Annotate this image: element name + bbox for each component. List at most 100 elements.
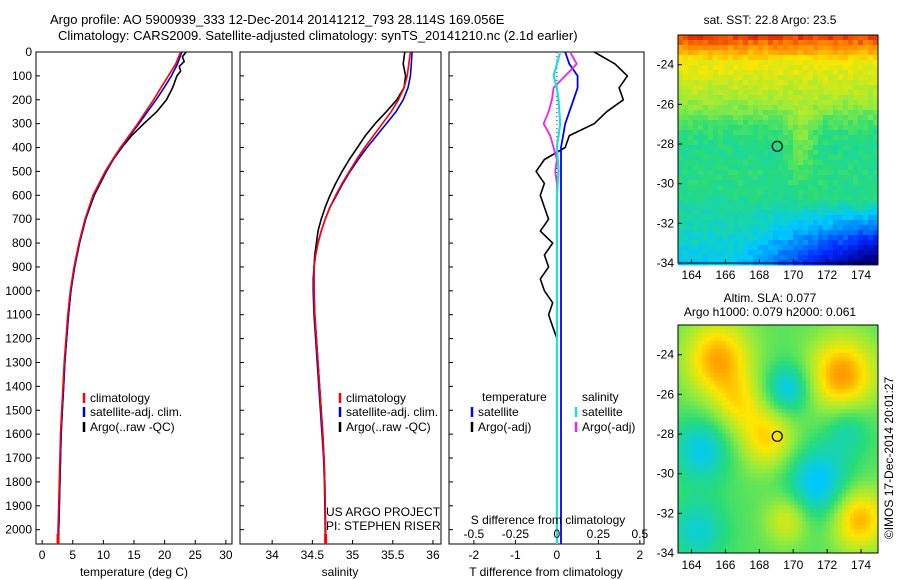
map-cell xyxy=(798,433,803,438)
map-cell xyxy=(862,337,867,342)
map-cell xyxy=(770,421,775,426)
map-cell xyxy=(833,205,839,211)
map-cell xyxy=(788,250,794,256)
map-cell xyxy=(758,449,763,454)
map-cell xyxy=(702,469,707,474)
map-cell xyxy=(794,473,799,478)
map-cell xyxy=(778,80,784,86)
map-cell xyxy=(858,469,863,474)
map-cell xyxy=(830,485,835,490)
map-cell xyxy=(690,513,695,518)
map-cell xyxy=(746,381,751,386)
map-cell xyxy=(802,533,807,538)
map-cell xyxy=(702,325,707,330)
map-cell xyxy=(698,465,703,470)
map-cell xyxy=(838,421,843,426)
map-cell xyxy=(706,525,711,530)
map-cell xyxy=(682,413,687,418)
map-cell xyxy=(862,445,867,450)
map-cell xyxy=(862,417,867,422)
map-cell xyxy=(678,381,683,386)
map-cell xyxy=(838,185,844,191)
map-cell xyxy=(688,45,694,51)
map-cell xyxy=(698,513,703,518)
map-cell xyxy=(803,45,809,51)
map-cell xyxy=(802,365,807,370)
map-cell xyxy=(833,255,839,261)
map-cell xyxy=(802,329,807,334)
map-cell xyxy=(698,457,703,462)
map-cell xyxy=(753,175,759,181)
map-cell xyxy=(690,481,695,486)
map-cell xyxy=(718,549,723,554)
map-cell xyxy=(842,397,847,402)
map-cell xyxy=(722,517,727,522)
map-cell xyxy=(778,405,783,410)
map-cell xyxy=(733,185,739,191)
map-cell xyxy=(713,60,719,66)
map-cell xyxy=(698,433,703,438)
map-cell xyxy=(758,45,764,51)
map-cell xyxy=(866,429,871,434)
map-cell xyxy=(763,200,769,206)
map-cell xyxy=(863,120,869,126)
map-cell xyxy=(682,449,687,454)
map-cell xyxy=(733,95,739,101)
map-cell xyxy=(708,55,714,61)
map-cell xyxy=(866,457,871,462)
map-cell xyxy=(823,60,829,66)
map-cell xyxy=(742,477,747,482)
map-cell xyxy=(838,517,843,522)
map-cell xyxy=(733,190,739,196)
map-cell xyxy=(733,90,739,96)
map-cell xyxy=(870,537,875,542)
map-cell xyxy=(793,110,799,116)
map-cell xyxy=(698,145,704,151)
map-cell xyxy=(770,537,775,542)
map-cell xyxy=(794,405,799,410)
map-cell xyxy=(866,397,871,402)
map-cell xyxy=(848,60,854,66)
map-cell xyxy=(846,497,851,502)
map-cell xyxy=(848,145,854,151)
map-cell xyxy=(678,250,684,256)
map-cell xyxy=(702,537,707,542)
map-cell xyxy=(790,345,795,350)
map-cell xyxy=(746,449,751,454)
map-cell xyxy=(773,75,779,81)
map-cell xyxy=(714,421,719,426)
map-cell xyxy=(850,377,855,382)
map-cell xyxy=(866,493,871,498)
map-cell xyxy=(838,389,843,394)
map-cell xyxy=(753,180,759,186)
map-cell xyxy=(842,533,847,538)
map-cell xyxy=(718,457,723,462)
map-cell xyxy=(782,517,787,522)
map-cell xyxy=(738,125,744,131)
map-cell xyxy=(698,195,704,201)
map-cell xyxy=(858,353,863,358)
map-cell xyxy=(722,513,727,518)
legend-satellite-label: satellite-adj. clim. xyxy=(346,405,438,419)
map-cell xyxy=(758,185,764,191)
map-cell xyxy=(798,413,803,418)
map-cell xyxy=(754,469,759,474)
map-cell xyxy=(738,441,743,446)
map-cell xyxy=(842,513,847,518)
map-cell xyxy=(770,477,775,482)
map-cell xyxy=(723,55,729,61)
map-cell xyxy=(846,425,851,430)
map-cell xyxy=(862,429,867,434)
map-cell xyxy=(718,245,724,251)
map-cell xyxy=(686,385,691,390)
map-cell xyxy=(770,521,775,526)
map-cell xyxy=(866,513,871,518)
map-cell xyxy=(723,110,729,116)
map-cell xyxy=(718,40,724,46)
map-cell xyxy=(858,329,863,334)
map-cell xyxy=(778,150,784,156)
map-cell xyxy=(706,401,711,406)
map-cell xyxy=(758,205,764,211)
map-cell xyxy=(708,130,714,136)
map-cell xyxy=(862,545,867,550)
